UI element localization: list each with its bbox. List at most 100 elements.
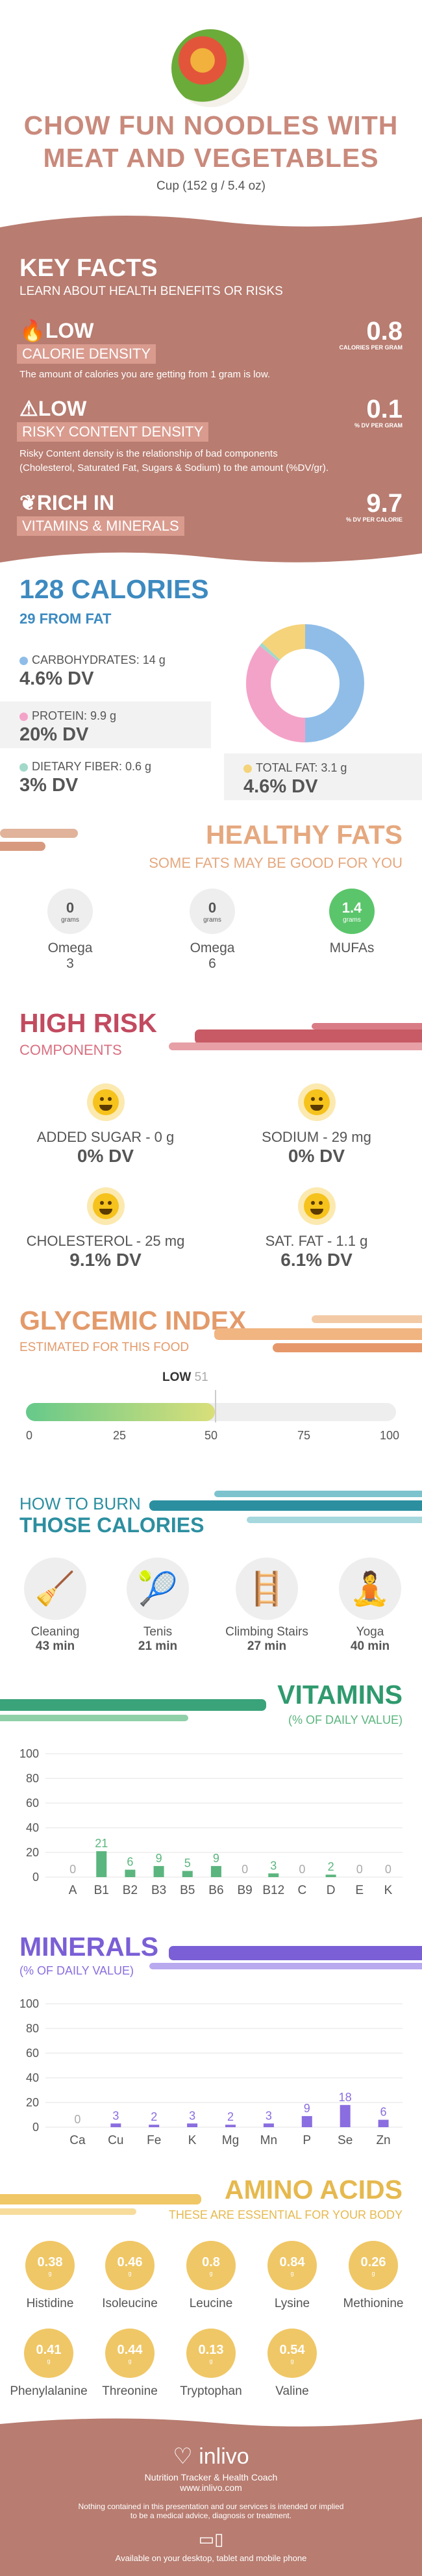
fiber-block: DIETARY FIBER: 0.6 g 3% DV — [19, 760, 151, 796]
warning-icon: ⚠ — [19, 397, 38, 420]
amino-item: 0.8 g Leucine — [175, 2241, 247, 2311]
x-tick-label: A — [69, 1884, 77, 1897]
vitamins-bar-chart: 0204060801000A21B16B29B35B59B60B93B120C2… — [19, 1747, 403, 1897]
decor-stripe — [169, 1042, 422, 1050]
bar-value-label: 2 — [227, 2110, 234, 2123]
x-tick-label: Cu — [108, 2134, 123, 2147]
key-facts-section: KEY FACTS LEARN ABOUT HEALTH BENEFITS OR… — [0, 233, 422, 551]
carbs-label: CARBOHYDRATES: 14 g — [32, 653, 166, 666]
decor-stripe — [0, 829, 78, 838]
minerals-subtitle: (% OF DAILY VALUE) — [19, 1964, 134, 1977]
burn-time: 40 min — [350, 1639, 390, 1653]
risk-dv: 9.1% DV — [69, 1250, 142, 1270]
x-tick-label: P — [303, 2134, 311, 2147]
y-tick-label: 0 — [32, 2121, 39, 2134]
decor-stripe — [312, 1315, 422, 1323]
burn-name: Climbing Stairs — [225, 1625, 308, 1639]
x-tick-label: E — [355, 1884, 364, 1897]
key-facts-wave-bottom — [0, 549, 422, 562]
bar-value-label: 9 — [304, 2102, 310, 2115]
bar-value-label: 0 — [74, 2113, 81, 2126]
glycemic-marker — [214, 1390, 216, 1422]
fat-omega6: 0 grams Omega 6 — [186, 889, 238, 972]
healthy-fats-title: HEALTHY FATS — [206, 820, 403, 850]
carbs-dv: 4.6% DV — [19, 668, 94, 689]
fact-tag-1: RICH IN — [36, 491, 114, 514]
y-tick-label: 100 — [19, 1747, 39, 1760]
cleaning-person-icon: 🧹 — [24, 1558, 86, 1620]
burn-time: 27 min — [247, 1639, 287, 1653]
fire-icon: 🔥 — [19, 319, 45, 342]
fact-calorie-density: 🔥LOW CALORIE DENSITY The amount of calor… — [17, 317, 270, 380]
vitamins-title: VITAMINS — [277, 1680, 403, 1710]
decor-stripe — [273, 1343, 422, 1352]
amino-item: 0.38 g Histidine — [14, 2241, 86, 2311]
bar-value-label: 18 — [339, 2091, 352, 2104]
fact-desc: Risky Content density is the relationshi… — [19, 448, 329, 474]
fiber-label: DIETARY FIBER: 0.6 g — [32, 760, 152, 773]
glycemic-subtitle: ESTIMATED FOR THIS FOOD — [19, 1341, 190, 1354]
amino-item: 0.44 g Threonine — [94, 2329, 166, 2399]
amino-item: 0.41 g Phenylalanine — [6, 2329, 91, 2399]
y-tick-label: 100 — [19, 1997, 39, 2010]
smiley-icon — [86, 1083, 125, 1121]
x-tick-label: B2 — [123, 1884, 138, 1897]
amino-item: 0.46 g Isoleucine — [94, 2241, 166, 2311]
risk-label: CHOLESTEROL - 25 mg — [26, 1233, 185, 1249]
bar-value-label: 2 — [328, 1860, 334, 1873]
fact-unit: CALORIES PER GRAM — [339, 344, 403, 351]
risk-sodium: SODIUM - 29 mg 0% DV — [211, 1083, 422, 1167]
bar-B12 — [268, 1873, 279, 1877]
burn-title-1: HOW TO BURN — [19, 1494, 141, 1513]
risk-label: SODIUM - 29 mg — [262, 1129, 371, 1145]
fact-tag-1: LOW — [45, 319, 94, 342]
burn-stairs: 🪜 Climbing Stairs 27 min — [218, 1558, 316, 1654]
donut-slice-carbs — [304, 624, 364, 742]
protein-dot — [19, 712, 28, 721]
fat-mufas: 1.4 grams MUFAs — [326, 889, 378, 956]
vitamins-subtitle: (% OF DAILY VALUE) — [288, 1713, 403, 1726]
risk-added-sugar: ADDED SUGAR - 0 g 0% DV — [0, 1083, 211, 1167]
bar-Se — [340, 2104, 351, 2127]
x-tick-label: Mg — [222, 2134, 239, 2147]
burn-title-2: THOSE CALORIES — [19, 1513, 205, 1537]
calories-subtitle: 29 FROM FAT — [19, 611, 112, 627]
minerals-title: MINERALS — [19, 1932, 159, 1962]
risk-sat-fat: SAT. FAT - 1.1 g 6.1% DV — [211, 1187, 422, 1270]
food-image — [171, 29, 249, 107]
glycemic-level: LOW 51 — [162, 1370, 208, 1384]
decor-stripe — [0, 842, 45, 851]
donut-slice-fiber — [259, 642, 280, 662]
risk-dv: 0% DV — [77, 1146, 134, 1166]
healthy-fats-subtitle: SOME FATS MAY BE GOOD FOR YOU — [149, 855, 403, 871]
decor-stripe — [0, 2208, 136, 2215]
risk-dv: 6.1% DV — [280, 1250, 353, 1270]
y-tick-label: 80 — [26, 2022, 39, 2035]
footer-tagline: Nutrition Tracker & Health Coach — [144, 2472, 278, 2482]
bar-value-label: 3 — [189, 2109, 195, 2122]
bar-B5 — [182, 1871, 193, 1877]
fact-unit: % DV PER GRAM — [354, 422, 403, 429]
tennis-player-icon: 🎾 — [127, 1558, 189, 1620]
fiber-dv: 3% DV — [19, 775, 79, 796]
bar-value-label: 3 — [270, 1859, 277, 1872]
fact-value: 9.7 — [366, 489, 403, 518]
fat-name: Omega 3 — [47, 941, 93, 971]
risk-label: ADDED SUGAR - 0 g — [36, 1129, 175, 1145]
stairs-climber-icon: 🪜 — [236, 1558, 298, 1620]
protein-block: PROTEIN: 9.9 g 20% DV — [0, 701, 211, 748]
fact-tag-2: RISKY CONTENT DENSITY — [17, 422, 209, 442]
bar-value-label: 9 — [156, 1852, 162, 1865]
decor-stripe — [149, 1500, 422, 1511]
x-tick-label: D — [327, 1884, 336, 1897]
burn-yoga: 🧘 Yoga 40 min — [328, 1558, 412, 1654]
footer-url[interactable]: www.inlivo.com — [180, 2482, 242, 2493]
fact-value: 0.8 — [366, 317, 403, 346]
calories-title: 128 CALORIES — [19, 574, 209, 604]
brand-logo[interactable]: ♡ inlivo — [173, 2444, 249, 2469]
amino-item: 0.54 g Valine — [256, 2329, 328, 2399]
amino-title: AMINO ACIDS — [224, 2175, 403, 2204]
amino-item: 0.84 g Lysine — [256, 2241, 328, 2311]
x-tick-label: Mn — [260, 2134, 277, 2147]
burn-name: Tenis — [143, 1625, 173, 1639]
